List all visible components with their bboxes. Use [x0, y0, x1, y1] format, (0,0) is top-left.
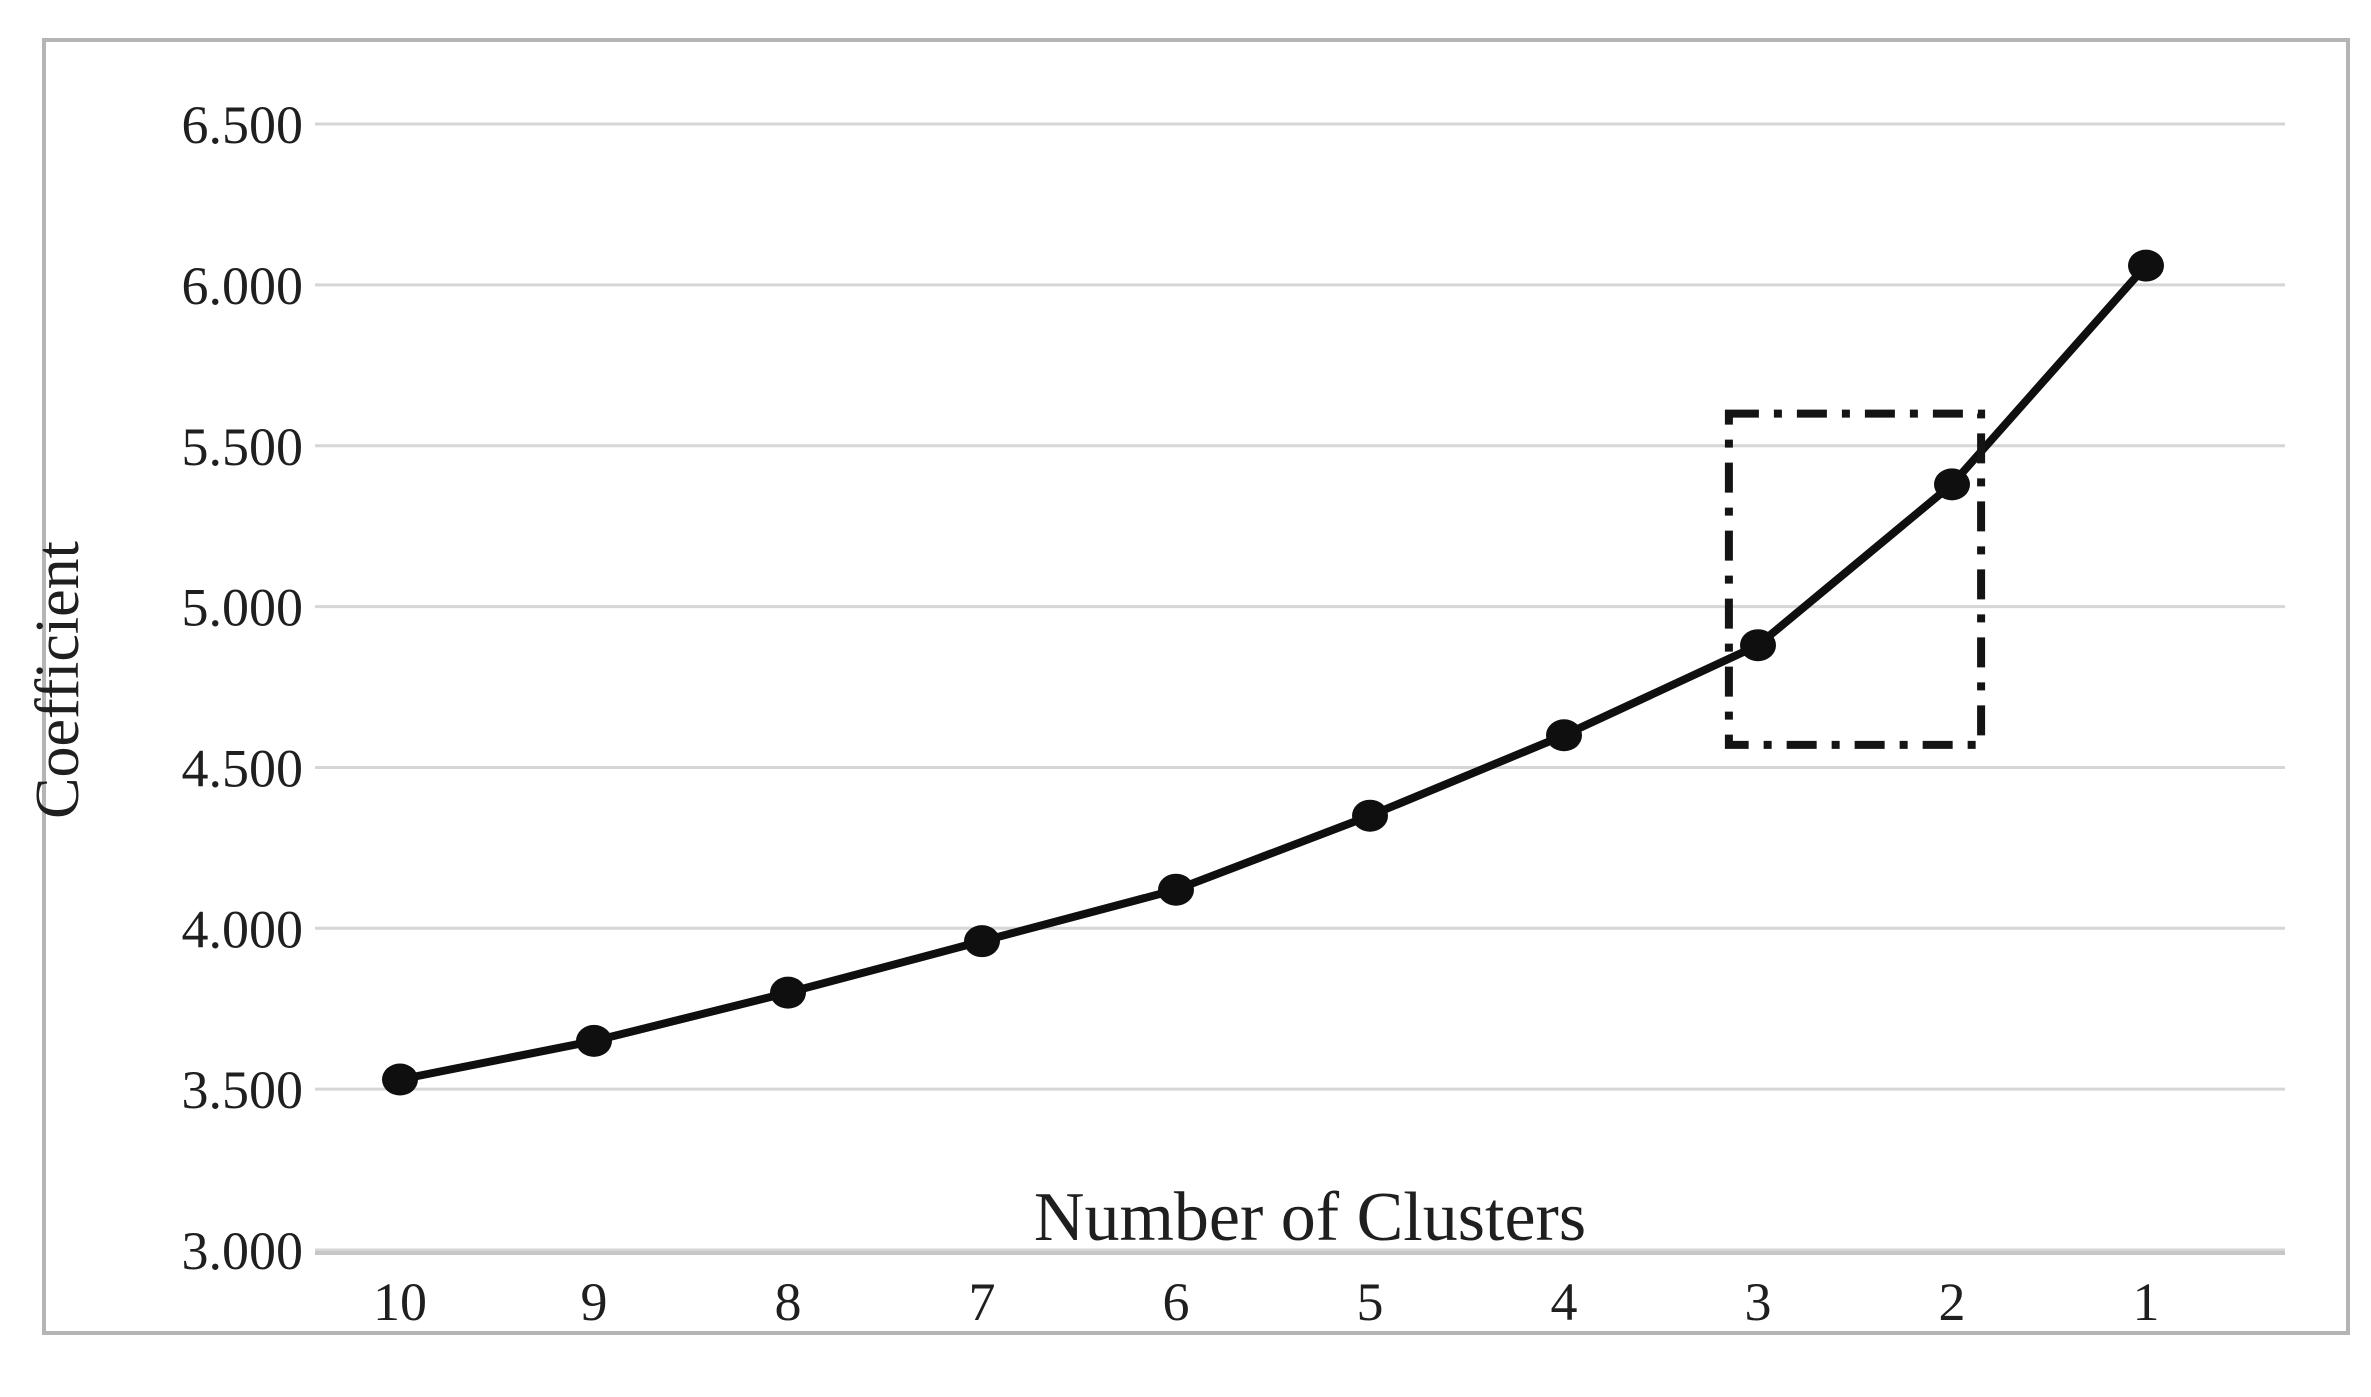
- data-point-marker: [1934, 468, 1970, 501]
- x-tick-label: 3: [1745, 1272, 1772, 1332]
- x-tick-labels: 10 9 8 7 6 5 4 3 2 1: [373, 1272, 2160, 1332]
- x-tick-label: 5: [1357, 1272, 1384, 1332]
- y-tick-label: 6.000: [182, 256, 304, 316]
- data-point-marker: [1546, 719, 1582, 752]
- x-tick-label: 6: [1163, 1272, 1190, 1332]
- x-tick-label: 9: [581, 1272, 608, 1332]
- data-point-marker: [576, 1024, 612, 1057]
- figure-frame: [42, 38, 2350, 1335]
- data-series: [382, 249, 2164, 1096]
- x-tick-label: 2: [1939, 1272, 1966, 1332]
- x-tick-label: 10: [373, 1272, 427, 1332]
- y-tick-label: 3.500: [182, 1060, 304, 1120]
- x-tick-label: 4: [1551, 1272, 1578, 1332]
- y-tick-label: 3.000: [182, 1221, 304, 1281]
- data-point-marker: [1740, 629, 1776, 662]
- gridlines: [315, 122, 2285, 1252]
- data-point-marker: [2128, 249, 2164, 282]
- x-tick-label: 1: [2133, 1272, 2160, 1332]
- y-tick-label: 5.000: [182, 578, 304, 638]
- y-tick-label: 5.500: [182, 417, 304, 477]
- highlight-box: [1724, 409, 1986, 749]
- y-axis-title: Coefficient: [24, 541, 92, 819]
- y-tick-label: 4.000: [182, 899, 304, 959]
- x-tick-label: 7: [969, 1272, 996, 1332]
- y-tick-labels: 6.500 6.000 5.500 5.000 4.500 4.000 3.500 3.000: [182, 95, 304, 1281]
- data-point-marker: [1352, 799, 1388, 832]
- annotation-box-group: [1724, 409, 1986, 749]
- data-point-marker: [964, 925, 1000, 958]
- data-point-marker: [770, 976, 806, 1009]
- series-line: [396, 261, 2150, 1084]
- x-axis-title: Number of Clusters: [1034, 1179, 1586, 1256]
- y-tick-label: 6.500: [182, 95, 304, 155]
- x-tick-label: 8: [775, 1272, 802, 1332]
- data-point-marker: [382, 1063, 418, 1096]
- data-point-marker: [1158, 873, 1194, 906]
- y-tick-label: 4.500: [182, 738, 304, 798]
